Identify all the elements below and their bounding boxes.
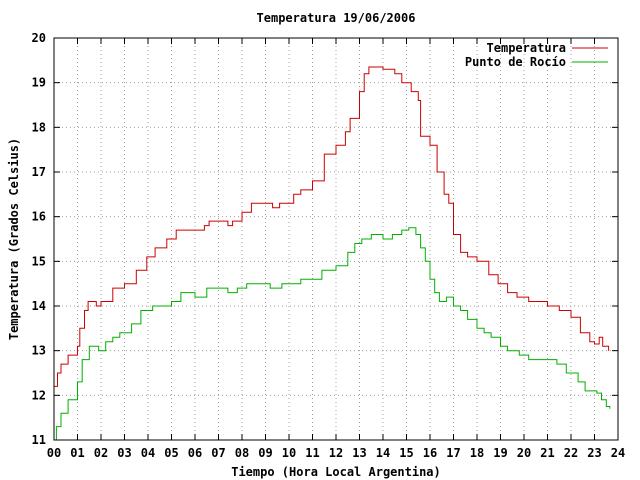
y-tick-label: 12: [32, 388, 46, 402]
x-tick-label: 00: [47, 446, 61, 460]
y-tick-label: 17: [32, 165, 46, 179]
x-tick-label: 09: [258, 446, 272, 460]
series-line-temperatura: [54, 66, 610, 387]
x-tick-label: 22: [564, 446, 578, 460]
y-axis-label: Temperatura (Grados Celsius): [7, 138, 21, 340]
series-lines: [54, 66, 611, 441]
x-tick-label: 02: [94, 446, 108, 460]
x-axis-label: Tiempo (Hora Local Argentina): [231, 465, 441, 479]
x-tick-label: 24: [611, 446, 625, 460]
x-tick-label: 12: [329, 446, 343, 460]
x-tick-label: 05: [164, 446, 178, 460]
y-tick-label: 18: [32, 120, 46, 134]
legend: Temperatura Punto de Rocío: [465, 41, 608, 69]
x-tick-label: 20: [517, 446, 531, 460]
y-tick-label: 19: [32, 76, 46, 90]
y-tick-label: 11: [32, 433, 46, 447]
x-tick-label: 06: [188, 446, 202, 460]
x-tick-label: 01: [70, 446, 84, 460]
x-tick-label: 21: [540, 446, 554, 460]
y-tick-label: 16: [32, 210, 46, 224]
x-tick-label: 07: [211, 446, 225, 460]
x-tick-label: 15: [399, 446, 413, 460]
legend-label-punto-de-rocio: Punto de Rocío: [465, 55, 566, 69]
x-tick-label: 11: [305, 446, 319, 460]
x-tick-label: 04: [141, 446, 155, 460]
x-tick-label: 19: [493, 446, 507, 460]
x-tick-label: 18: [470, 446, 484, 460]
y-tick-label: 14: [32, 299, 46, 313]
x-tick-label: 13: [352, 446, 366, 460]
chart-title: Temperatura 19/06/2006: [257, 11, 416, 25]
y-tick-label: 13: [32, 344, 46, 358]
x-tick-label: 08: [235, 446, 249, 460]
y-tick-label: 20: [32, 31, 46, 45]
x-tick-label: 03: [117, 446, 131, 460]
legend-label-temperatura: Temperatura: [487, 41, 566, 55]
x-tick-label: 10: [282, 446, 296, 460]
x-tick-label: 16: [423, 446, 437, 460]
x-tick-label: 23: [587, 446, 601, 460]
x-tick-label: 17: [446, 446, 460, 460]
series-line-punto-de-rocio: [54, 227, 611, 441]
x-tick-label: 14: [376, 446, 390, 460]
axis-ticks: 00 01 02 03 04 05 06 07 08 09 10 11 12 13 14 15 16 17 18 19…: [32, 31, 626, 460]
y-tick-label: 15: [32, 254, 46, 268]
